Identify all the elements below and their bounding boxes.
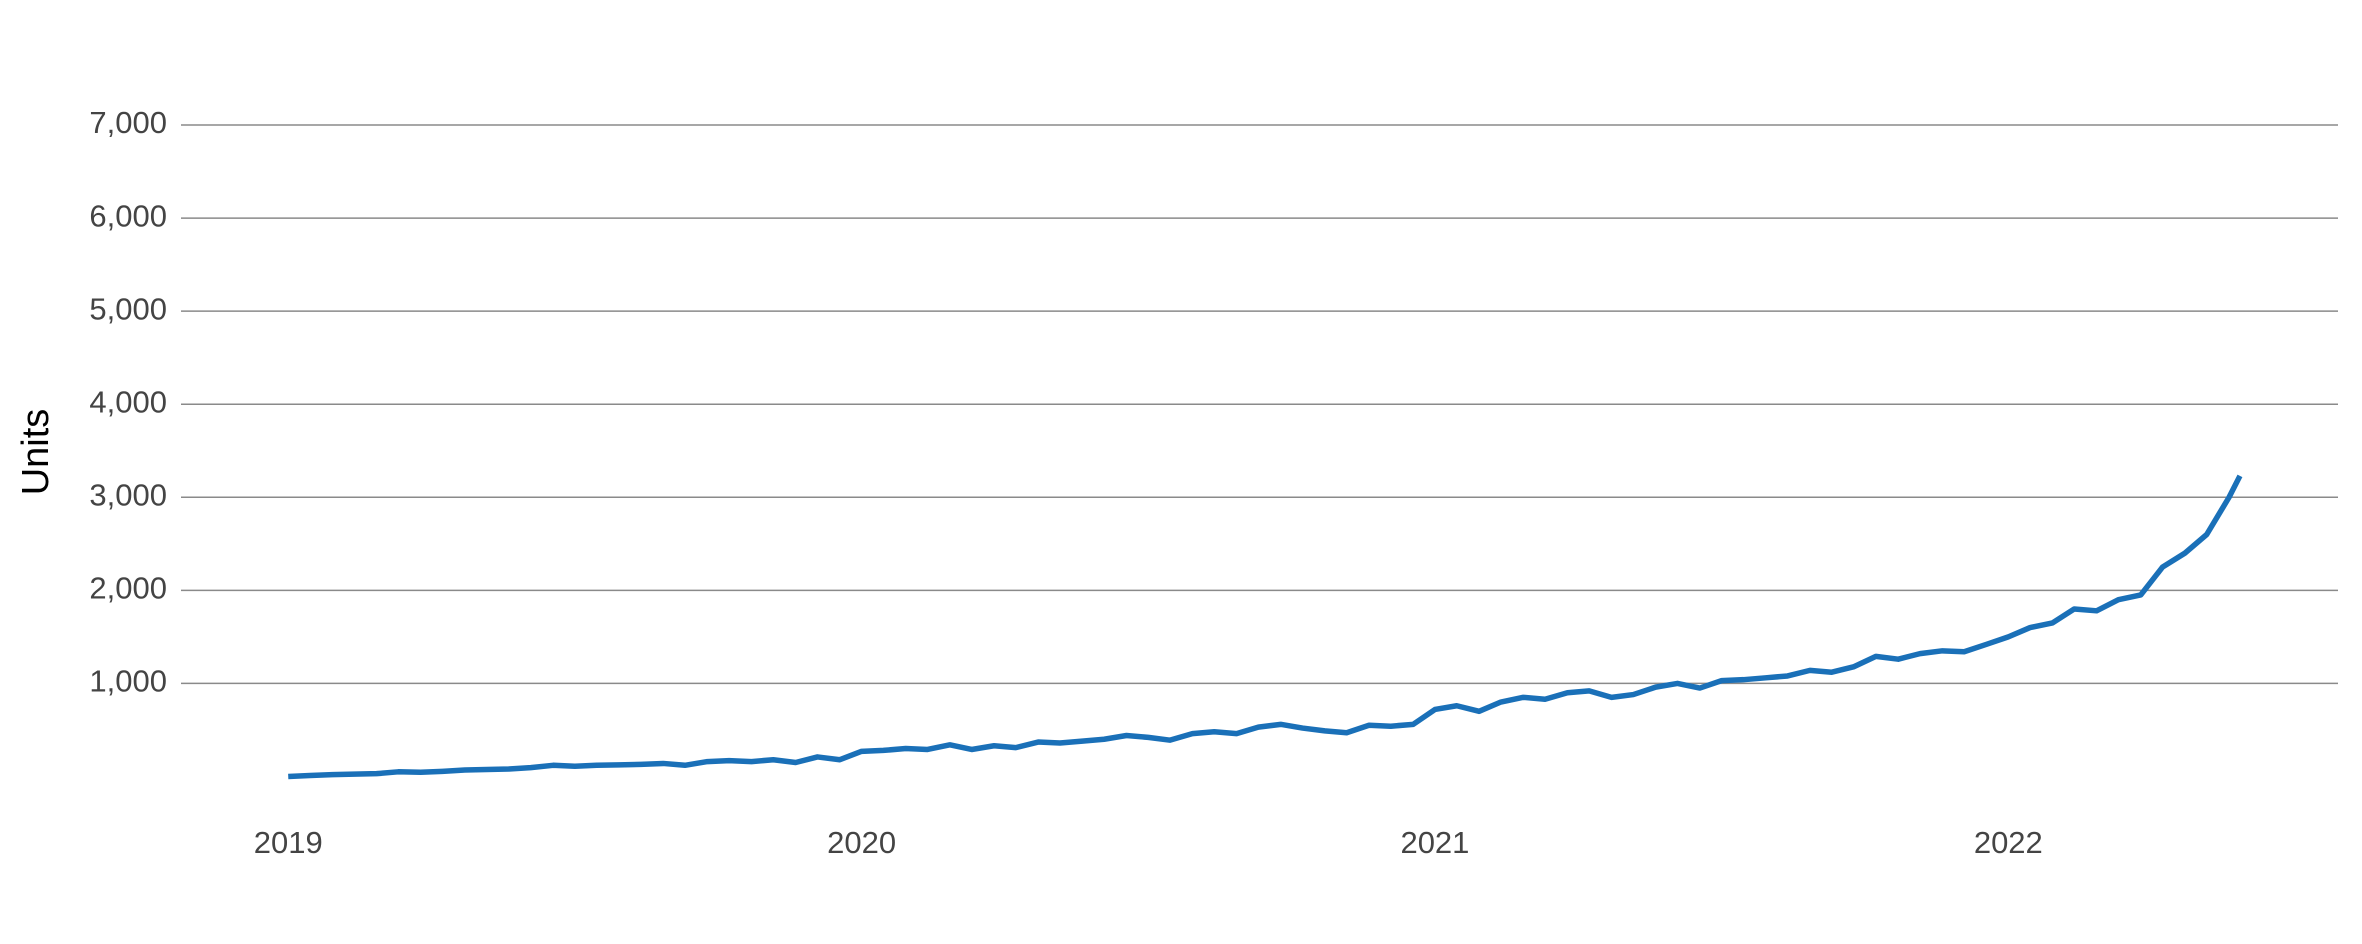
y-tick-label: 1,000 (89, 664, 167, 699)
x-tick-label: 2019 (254, 825, 323, 860)
y-tick-label: 7,000 (89, 105, 167, 140)
y-tick-label: 2,000 (89, 571, 167, 606)
y-tick-label: 4,000 (89, 384, 167, 419)
data-line (288, 474, 2243, 780)
x-tick-label: 2021 (1400, 825, 1469, 860)
y-tick-label: 6,000 (89, 198, 167, 233)
x-tick-label: 2022 (1974, 825, 2043, 860)
y-axis-label: Units (15, 409, 57, 496)
x-tick-label: 2020 (827, 825, 896, 860)
y-tick-label: 3,000 (89, 477, 167, 512)
y-tick-label: 5,000 (89, 291, 167, 326)
